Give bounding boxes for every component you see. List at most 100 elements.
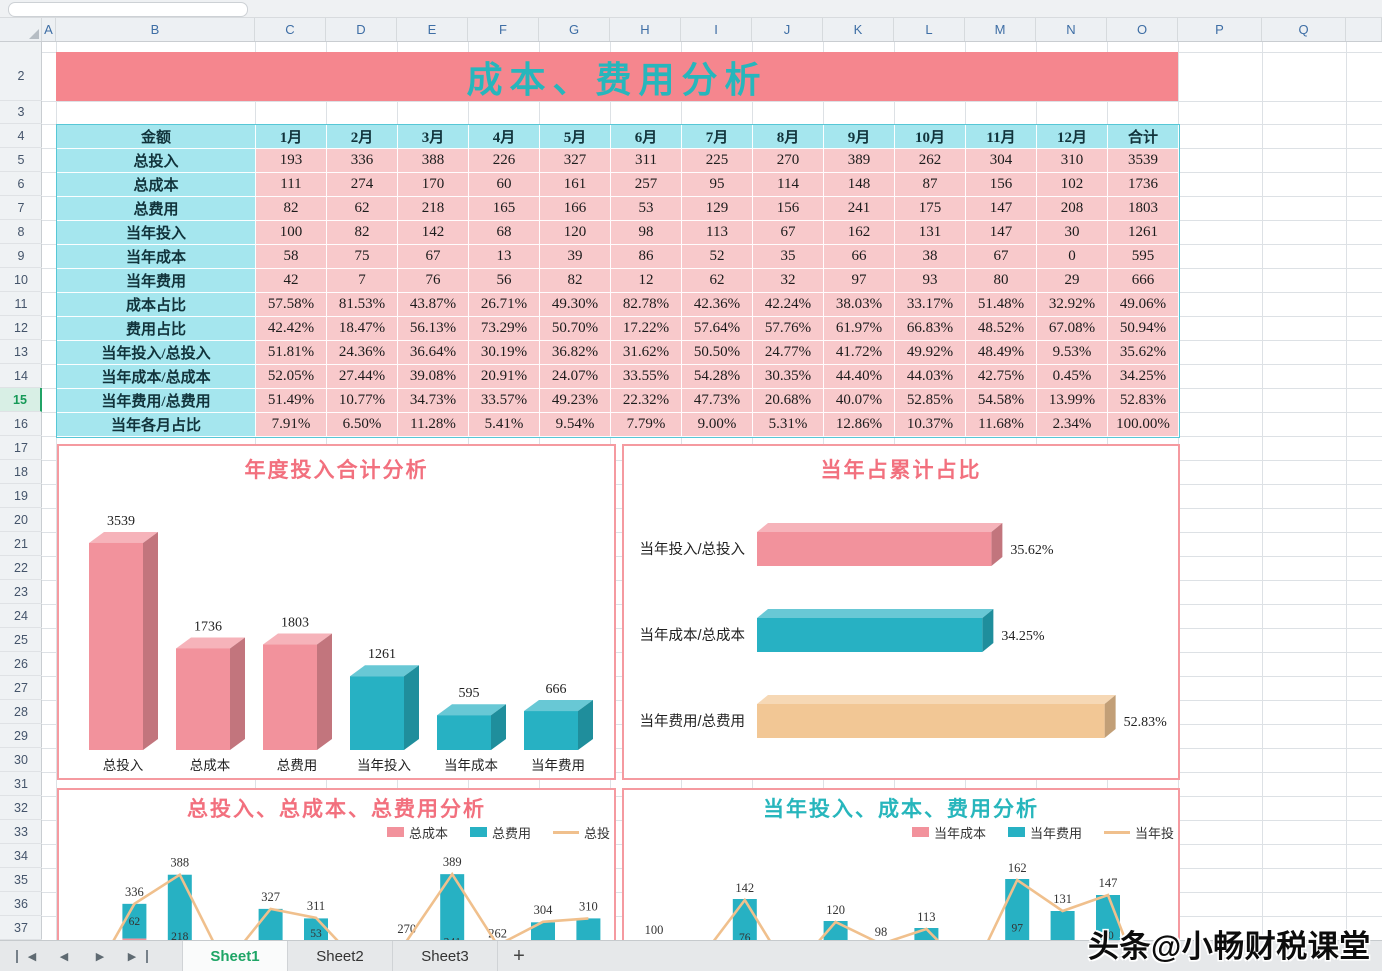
cell[interactable]: 34.25% — [1108, 365, 1179, 389]
cell[interactable]: 148 — [824, 173, 895, 197]
cell[interactable]: 35 — [753, 245, 824, 269]
cell[interactable]: 10.77% — [327, 389, 398, 413]
cell[interactable]: 73.29% — [469, 317, 540, 341]
cell[interactable]: 304 — [966, 149, 1037, 173]
row-header-31[interactable]: 31 — [0, 772, 42, 796]
cell[interactable]: 98 — [611, 221, 682, 245]
cell[interactable]: 24.77% — [753, 341, 824, 365]
cell[interactable]: 8月 — [753, 125, 824, 149]
last-sheet-icon[interactable]: ▶ — [118, 949, 148, 963]
column-header-D[interactable]: D — [326, 18, 397, 41]
cell[interactable]: 22.32% — [611, 389, 682, 413]
cell[interactable]: 51.49% — [256, 389, 327, 413]
row-header-12[interactable]: 12 — [0, 316, 42, 340]
cell[interactable]: 49.92% — [895, 341, 966, 365]
cell[interactable]: 36.82% — [540, 341, 611, 365]
cell[interactable]: 95 — [682, 173, 753, 197]
cell[interactable]: 62 — [327, 197, 398, 221]
cell[interactable]: 147 — [966, 197, 1037, 221]
cell[interactable]: 111 — [256, 173, 327, 197]
row-header-20[interactable]: 20 — [0, 508, 42, 532]
cell[interactable]: 总成本 — [57, 173, 256, 197]
cell[interactable]: 66 — [824, 245, 895, 269]
column-header-P[interactable]: P — [1178, 18, 1262, 41]
column-header-I[interactable]: I — [681, 18, 752, 41]
cell[interactable]: 4月 — [469, 125, 540, 149]
cell[interactable]: 13 — [469, 245, 540, 269]
row-header-8[interactable]: 8 — [0, 220, 42, 244]
cell[interactable]: 9月 — [824, 125, 895, 149]
cell[interactable]: 52.05% — [256, 365, 327, 389]
cell[interactable]: 42.24% — [753, 293, 824, 317]
cell[interactable]: 42.42% — [256, 317, 327, 341]
cell[interactable]: 30.19% — [469, 341, 540, 365]
cell[interactable]: 114 — [753, 173, 824, 197]
cell[interactable]: 50.70% — [540, 317, 611, 341]
cell[interactable]: 30 — [1037, 221, 1108, 245]
row-header-28[interactable]: 28 — [0, 700, 42, 724]
row-header-33[interactable]: 33 — [0, 820, 42, 844]
cell[interactable]: 52.85% — [895, 389, 966, 413]
cell[interactable]: 当年费用 — [57, 269, 256, 293]
cell[interactable]: 50.50% — [682, 341, 753, 365]
row-header-22[interactable]: 22 — [0, 556, 42, 580]
cell[interactable]: 218 — [398, 197, 469, 221]
cell[interactable]: 32 — [753, 269, 824, 293]
cell[interactable]: 156 — [753, 197, 824, 221]
row-header-30[interactable]: 30 — [0, 748, 42, 772]
cell[interactable]: 60 — [469, 173, 540, 197]
cell[interactable]: 0.45% — [1037, 365, 1108, 389]
row-header-36[interactable]: 36 — [0, 892, 42, 916]
row-header-9[interactable]: 9 — [0, 244, 42, 268]
cell[interactable]: 241 — [824, 197, 895, 221]
column-header-A[interactable]: A — [42, 18, 56, 41]
first-sheet-icon[interactable]: ◀ — [16, 949, 46, 963]
cell[interactable]: 52.83% — [1108, 389, 1179, 413]
cell[interactable]: 40.07% — [824, 389, 895, 413]
cell[interactable]: 44.40% — [824, 365, 895, 389]
cell[interactable]: 56.13% — [398, 317, 469, 341]
row-header-2[interactable]: 2 — [0, 52, 42, 101]
cell[interactable]: 31.62% — [611, 341, 682, 365]
cell[interactable]: 666 — [1108, 269, 1179, 293]
row-header-14[interactable]: 14 — [0, 364, 42, 388]
cell[interactable]: 129 — [682, 197, 753, 221]
cell[interactable]: 82.78% — [611, 293, 682, 317]
cell[interactable]: 合计 — [1108, 125, 1179, 149]
cell[interactable]: 6月 — [611, 125, 682, 149]
cell[interactable]: 97 — [824, 269, 895, 293]
column-header-F[interactable]: F — [468, 18, 539, 41]
row-header-19[interactable]: 19 — [0, 484, 42, 508]
cell[interactable]: 5.31% — [753, 413, 824, 437]
cell[interactable]: 175 — [895, 197, 966, 221]
row-header-4[interactable]: 4 — [0, 124, 42, 148]
column-header-H[interactable]: H — [610, 18, 681, 41]
tab-sheet3[interactable]: Sheet3 — [392, 941, 498, 971]
cell[interactable]: 54.58% — [966, 389, 1037, 413]
cell[interactable]: 57.76% — [753, 317, 824, 341]
cell[interactable]: 44.03% — [895, 365, 966, 389]
cell[interactable]: 327 — [540, 149, 611, 173]
cell[interactable]: 当年各月占比 — [57, 413, 256, 437]
cell[interactable]: 54.28% — [682, 365, 753, 389]
cell[interactable]: 270 — [753, 149, 824, 173]
cell[interactable]: 24.07% — [540, 365, 611, 389]
add-sheet-button[interactable]: + — [513, 944, 525, 967]
cell[interactable]: 5.41% — [469, 413, 540, 437]
cell[interactable]: 36.64% — [398, 341, 469, 365]
cell[interactable]: 1月 — [256, 125, 327, 149]
cell[interactable]: 58 — [256, 245, 327, 269]
cell[interactable]: 3月 — [398, 125, 469, 149]
cell[interactable]: 262 — [895, 149, 966, 173]
cell[interactable]: 52 — [682, 245, 753, 269]
row-header-37[interactable]: 37 — [0, 916, 42, 940]
cell[interactable]: 67.08% — [1037, 317, 1108, 341]
cell[interactable]: 26.71% — [469, 293, 540, 317]
cell[interactable]: 67 — [398, 245, 469, 269]
cell[interactable]: 48.49% — [966, 341, 1037, 365]
cell[interactable]: 80 — [966, 269, 1037, 293]
cell[interactable]: 49.23% — [540, 389, 611, 413]
row-header-7[interactable]: 7 — [0, 196, 42, 220]
cell[interactable]: 113 — [682, 221, 753, 245]
